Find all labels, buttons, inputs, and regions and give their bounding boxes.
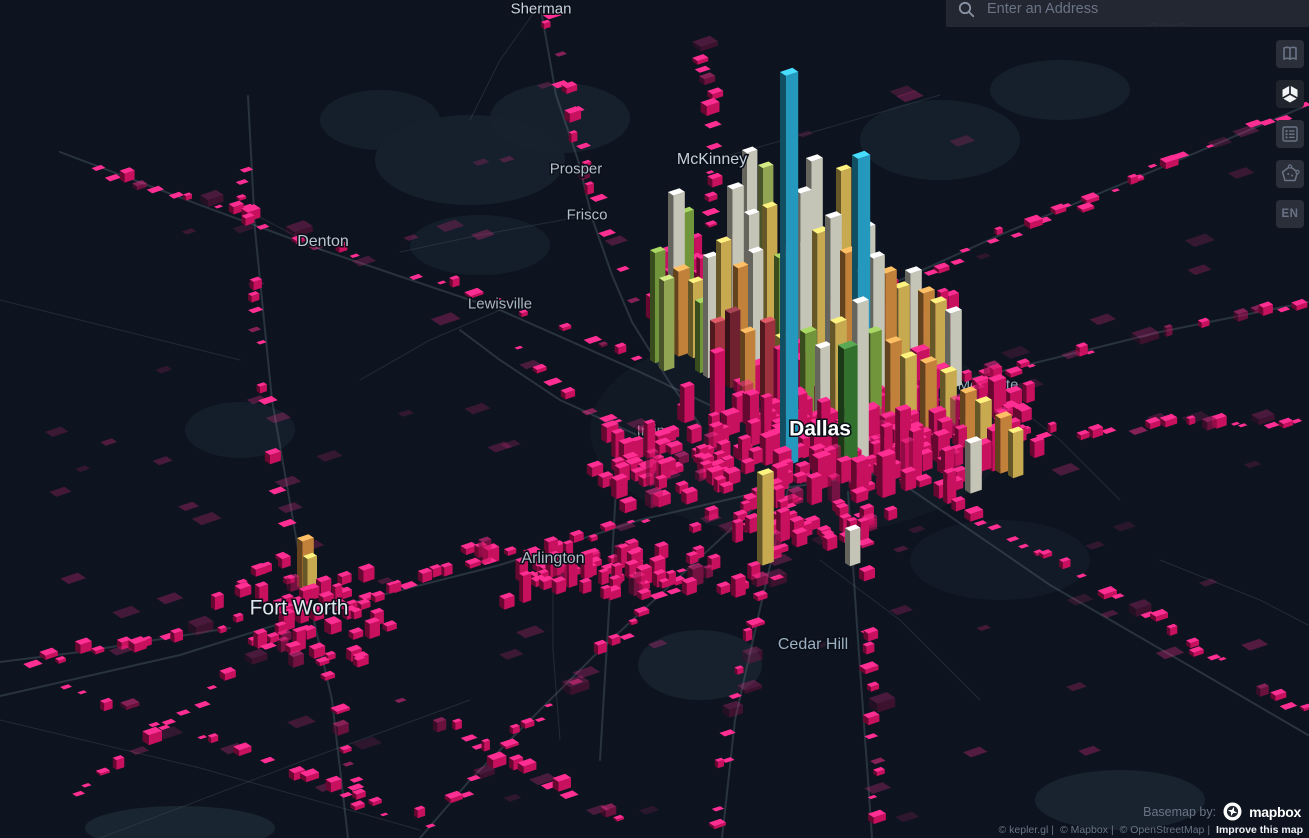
improve-map-link[interactable]: Improve this map — [1216, 824, 1303, 836]
city-label-sherman: Sherman — [511, 0, 572, 17]
geocoder-search-bar[interactable] — [946, 0, 1309, 27]
locale-button[interactable]: EN — [1276, 200, 1304, 228]
mapbox-wordmark[interactable]: mapbox — [1249, 803, 1301, 820]
attr-osm[interactable]: © OpenStreetMap — [1119, 824, 1205, 836]
city-label-cedar-hill: Cedar Hill — [778, 636, 848, 653]
search-input[interactable] — [985, 0, 1297, 18]
split-map-button[interactable] — [1276, 40, 1304, 68]
draw-polygon-icon — [1281, 164, 1300, 182]
basemap-by-label: Basemap by: — [1143, 804, 1217, 819]
city-label-arlington: Arlington — [521, 550, 584, 567]
city-label-mckinney: McKinney — [677, 151, 747, 168]
locale-label: EN — [1281, 208, 1299, 220]
attr-mapbox[interactable]: © Mapbox — [1059, 824, 1108, 836]
legend-list-icon — [1282, 126, 1298, 142]
split-map-icon — [1283, 46, 1297, 61]
attr-kepler[interactable]: © kepler.gl — [998, 824, 1049, 836]
city-label-fort-worth: Fort Worth — [250, 597, 349, 620]
city-label-dallas: Dallas — [789, 418, 851, 441]
toggle-3d-button[interactable] — [1276, 80, 1304, 108]
mapbox-logo-icon — [1223, 802, 1242, 821]
city-label-frisco: Frisco — [567, 206, 608, 223]
city-label-lewisville: Lewisville — [468, 295, 532, 312]
city-label-prosper: Prosper — [550, 160, 603, 177]
cube-3d-icon — [1282, 85, 1298, 103]
map-attribution: Basemap by: mapbox © kepler.gl | © Mapbox… — [998, 802, 1303, 836]
draw-polygon-button[interactable] — [1276, 160, 1304, 188]
show-legend-button[interactable] — [1276, 120, 1304, 148]
search-icon — [958, 1, 975, 18]
city-label-denton: Denton — [297, 233, 349, 250]
